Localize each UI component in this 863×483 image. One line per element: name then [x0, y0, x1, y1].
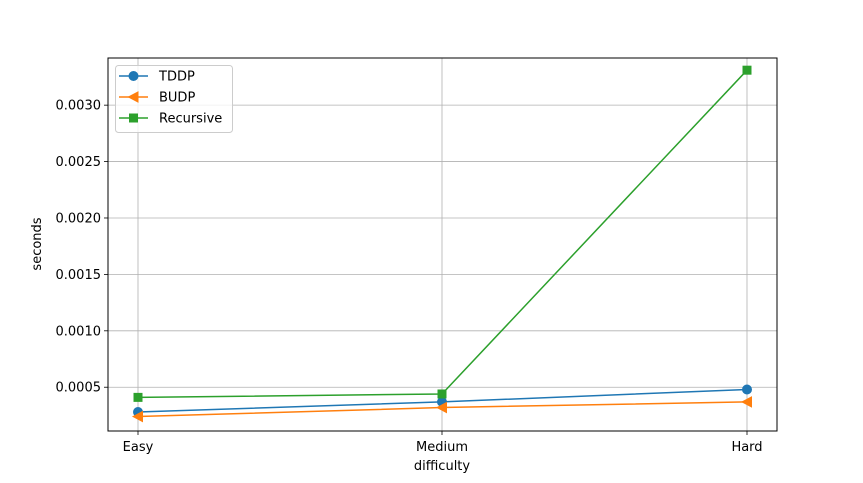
legend-label-tddp: TDDP: [158, 70, 195, 85]
x-tick-label: Medium: [416, 440, 468, 455]
series-budp: [131, 396, 752, 423]
series-recursive: [133, 65, 752, 402]
y-tick-label: 0.0020: [56, 211, 102, 226]
x-axis: Easy Medium Hard: [123, 431, 763, 455]
x-tick-label: Hard: [731, 440, 762, 455]
legend-label-budp: BUDP: [159, 91, 195, 106]
data-point-recursive: [742, 65, 752, 75]
legend-marker-budp: [127, 91, 139, 103]
legend-item-recursive: Recursive: [119, 112, 222, 127]
y-axis: 0.0005 0.0010 0.0015 0.0020 0.0025 0.0030: [56, 99, 108, 396]
legend-box: [115, 65, 233, 133]
legend-item-tddp: TDDP: [119, 70, 195, 85]
data-point-budp: [131, 410, 143, 423]
series-group: [131, 65, 752, 423]
x-axis-label: difficulty: [414, 459, 471, 474]
legend-label-recursive: Recursive: [159, 112, 222, 127]
plot-frame: [107, 57, 778, 432]
y-tick-label: 0.0025: [56, 155, 102, 170]
data-point-recursive: [437, 389, 447, 399]
data-point-tddp: [742, 384, 752, 395]
legend-marker-tddp: [128, 71, 139, 81]
y-axis-label: seconds: [30, 217, 45, 270]
y-tick-label: 0.0015: [56, 268, 102, 283]
legend-item-budp: BUDP: [119, 91, 195, 106]
x-tick-label: Easy: [123, 440, 154, 455]
data-point-budp: [740, 396, 752, 408]
data-point-budp: [435, 401, 447, 414]
data-point-recursive: [133, 392, 143, 402]
y-tick-label: 0.0030: [56, 99, 102, 114]
y-tick-label: 0.0010: [56, 324, 102, 339]
y-tick-label: 0.0005: [56, 381, 102, 396]
legend: TDDP BUDP Recursive: [115, 65, 233, 133]
legend-marker-recursive: [129, 113, 138, 123]
